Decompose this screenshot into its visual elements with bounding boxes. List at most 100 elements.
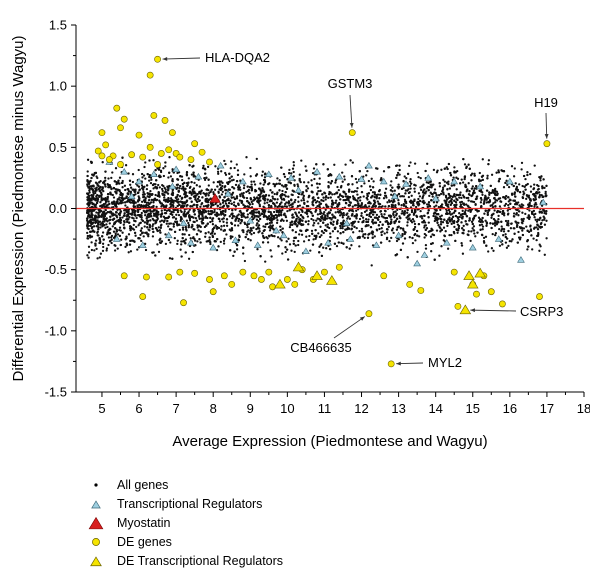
all-genes-point	[104, 176, 107, 180]
all-genes-point	[535, 226, 538, 229]
all-genes-point	[526, 171, 529, 174]
all-genes-point	[193, 239, 197, 242]
all-genes-point	[280, 239, 283, 242]
all-genes-point	[456, 215, 459, 219]
all-genes-point	[143, 225, 146, 228]
all-genes-point	[333, 242, 337, 245]
all-genes-point	[337, 188, 340, 192]
all-genes-point	[276, 198, 279, 201]
all-genes-point	[255, 224, 258, 227]
all-genes-point	[86, 224, 89, 227]
all-genes-point	[342, 213, 346, 217]
all-genes-point	[283, 193, 286, 197]
all-genes-point	[177, 200, 180, 204]
all-genes-point	[182, 213, 185, 216]
all-genes-point	[87, 251, 91, 254]
all-genes-point	[437, 205, 440, 209]
all-genes-point	[424, 228, 427, 232]
all-genes-point	[148, 175, 151, 179]
all-genes-point	[484, 195, 487, 199]
all-genes-point	[517, 221, 520, 225]
all-genes-point	[276, 177, 279, 180]
all-genes-point	[480, 219, 483, 222]
all-genes-point	[228, 228, 231, 231]
all-genes-point	[440, 214, 443, 217]
all-genes-point	[230, 160, 233, 163]
all-genes-point	[453, 225, 456, 229]
all-genes-point	[266, 201, 269, 204]
all-genes-point	[221, 190, 224, 193]
all-genes-point	[438, 185, 442, 188]
all-genes-point	[151, 183, 155, 187]
all-genes-point	[88, 203, 91, 206]
all-genes-point	[510, 165, 514, 168]
all-genes-point	[94, 203, 98, 206]
all-genes-point	[184, 213, 188, 216]
all-genes-point	[442, 226, 446, 229]
all-genes-point	[238, 199, 242, 202]
all-genes-point	[522, 227, 526, 230]
all-genes-point	[351, 205, 354, 208]
all-genes-point	[297, 211, 301, 214]
all-genes-point	[331, 230, 335, 233]
all-genes-point	[544, 192, 547, 195]
all-genes-point	[269, 224, 272, 227]
all-genes-point	[440, 218, 443, 221]
all-genes-point	[318, 201, 321, 204]
all-genes-point	[144, 177, 147, 180]
all-genes-point	[216, 170, 220, 173]
all-genes-point	[430, 192, 433, 196]
all-genes-point	[541, 219, 544, 222]
all-genes-point	[140, 184, 144, 187]
all-genes-point	[203, 192, 206, 196]
all-genes-point	[281, 227, 284, 230]
all-genes-point	[197, 229, 200, 232]
all-genes-point	[427, 201, 431, 204]
all-genes-point	[371, 204, 375, 208]
all-genes-point	[195, 184, 198, 187]
all-genes-point	[322, 163, 325, 166]
all-genes-point	[306, 187, 310, 190]
all-genes-point	[379, 220, 382, 224]
all-genes-point	[502, 186, 506, 189]
all-genes-point	[457, 224, 461, 228]
all-genes-point	[302, 194, 305, 198]
all-genes-point	[463, 203, 466, 206]
all-genes-point	[485, 197, 488, 200]
all-genes-point	[336, 203, 339, 206]
all-genes-point	[212, 203, 215, 207]
all-genes-point	[469, 239, 472, 243]
all-genes-point	[533, 164, 536, 167]
all-genes-point	[256, 248, 259, 251]
all-genes-point	[97, 213, 100, 217]
all-genes-point	[231, 208, 234, 212]
all-genes-point	[328, 192, 332, 195]
all-genes-point	[341, 227, 344, 230]
all-genes-point	[242, 191, 245, 195]
all-genes-point	[408, 180, 412, 183]
all-genes-point	[288, 243, 292, 246]
all-genes-point	[312, 238, 315, 241]
all-genes-point	[470, 187, 474, 190]
all-genes-point	[339, 211, 343, 214]
all-genes-point	[290, 249, 293, 252]
all-genes-point	[358, 217, 362, 221]
all-genes-point	[229, 249, 232, 252]
all-genes-point	[355, 209, 358, 212]
all-genes-point	[344, 192, 347, 196]
all-genes-point	[253, 216, 256, 219]
all-genes-point	[205, 188, 209, 191]
all-genes-point	[220, 225, 223, 228]
all-genes-point	[98, 181, 101, 184]
all-genes-point	[498, 177, 502, 181]
all-genes-point	[157, 183, 160, 187]
all-genes-point	[312, 167, 316, 170]
all-genes-point	[144, 248, 148, 252]
all-genes-point	[117, 197, 120, 201]
all-genes-point	[438, 254, 441, 257]
all-genes-point	[311, 243, 315, 246]
all-genes-point	[92, 185, 95, 188]
all-genes-point	[222, 212, 225, 215]
all-genes-point	[261, 170, 264, 173]
all-genes-point	[217, 245, 220, 248]
